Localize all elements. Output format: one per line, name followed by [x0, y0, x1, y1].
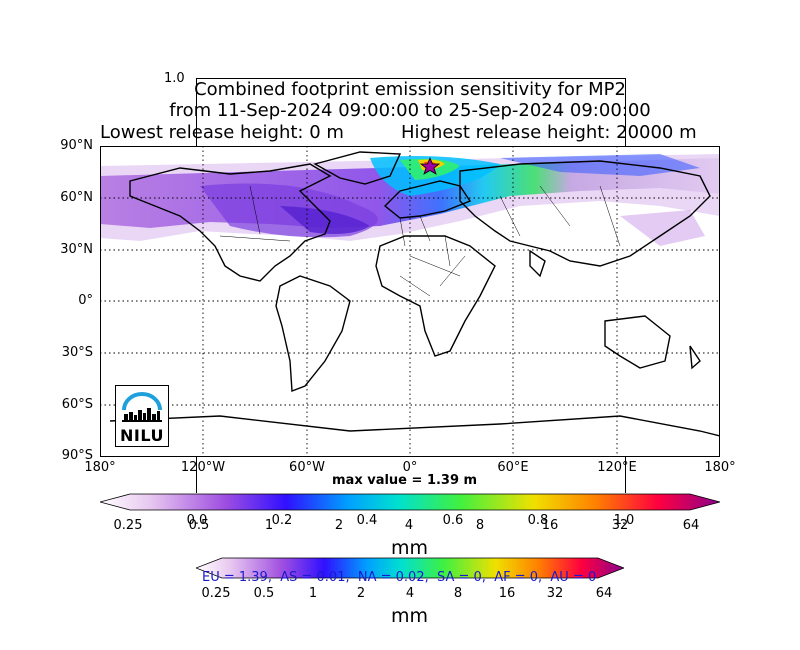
- colorbar-main-tick: 16: [541, 518, 559, 533]
- colorbar-second-tick: 0.25: [201, 586, 231, 601]
- max-value-label: max value = 1.39 m: [332, 473, 478, 488]
- colorbar-main: [100, 493, 720, 511]
- borders: [219, 185, 621, 297]
- colorbar-second-unit: mm: [391, 605, 429, 627]
- lon-label-60e: 60°E: [497, 460, 529, 475]
- nilu-logo-icon: [122, 392, 162, 422]
- colorbar-second-tick: 4: [405, 586, 415, 601]
- world-map: [100, 146, 720, 457]
- ghost-tick-0: 0.0: [186, 513, 208, 528]
- colorbar-main-tick: 2: [334, 518, 344, 533]
- nilu-logo-text: NILU: [120, 426, 164, 445]
- lon-label-180w: 180°: [84, 460, 116, 475]
- colorbar-main-tick: 8: [475, 518, 485, 533]
- lon-label-180e: 180°: [704, 460, 736, 475]
- colorbar-second-tick: 0.5: [253, 586, 275, 601]
- colorbar-second-tick: 8: [453, 586, 463, 601]
- title-line-2: from 11-Sep-2024 09:00:00 to 25-Sep-2024…: [169, 100, 651, 121]
- ghost-tick-4: 0.8: [527, 513, 549, 528]
- lon-label-120e: 120°E: [597, 460, 637, 475]
- ghost-axis-top-label: 1.0: [164, 71, 185, 86]
- lat-label-90s: 90°S: [61, 448, 93, 463]
- ghost-tick-3: 0.6: [442, 513, 464, 528]
- colorbar-second-tick: 32: [546, 586, 564, 601]
- ghost-tick-1: 0.2: [271, 513, 293, 528]
- colorbar-second-tick: 64: [595, 586, 613, 601]
- ghost-tick-5: 1.0: [613, 513, 635, 528]
- colorbar-second-tick: 2: [356, 586, 366, 601]
- release-location-star: [419, 156, 441, 175]
- colorbar-main-tick: 0.25: [113, 518, 143, 533]
- lat-label-60s: 60°S: [61, 397, 93, 412]
- lat-label-60n: 60°N: [60, 190, 93, 205]
- lon-label-0: 0°: [402, 460, 418, 475]
- colorbar-second-tick: 1: [308, 586, 318, 601]
- ghost-tick-2: 0.4: [356, 513, 378, 528]
- colorbar-main-unit: mm: [391, 537, 429, 559]
- colorbar-main-tick: 32: [611, 518, 629, 533]
- lon-label-60w: 60°W: [289, 460, 325, 475]
- colorbar-second-tick: 16: [498, 586, 516, 601]
- colorbar-main-tick: 64: [682, 518, 700, 533]
- lat-label-30n: 30°N: [60, 242, 93, 257]
- nilu-logo: NILU: [115, 385, 169, 447]
- lat-label-30s: 30°S: [61, 345, 93, 360]
- colorbar-main-tick: 1: [264, 518, 274, 533]
- colorbar-second: [196, 557, 624, 579]
- title-line-3-left: Lowest release height: 0 m: [100, 122, 344, 143]
- title-line-1: Combined footprint emission sensitivity …: [194, 79, 626, 100]
- lon-label-120w: 120°W: [180, 460, 226, 475]
- title-line-3-right: Highest release height: 20000 m: [401, 122, 697, 143]
- colorbar-main-tick: 0.5: [188, 518, 210, 533]
- colorbar-main-tick: 4: [404, 518, 414, 533]
- lat-label-90n: 90°N: [60, 138, 93, 153]
- lat-label-0: 0°: [78, 293, 93, 308]
- region-summary: EU = 1.39, AS = 0.01, NA = 0.02, SA = 0,…: [202, 570, 597, 585]
- coastlines: [109, 151, 720, 437]
